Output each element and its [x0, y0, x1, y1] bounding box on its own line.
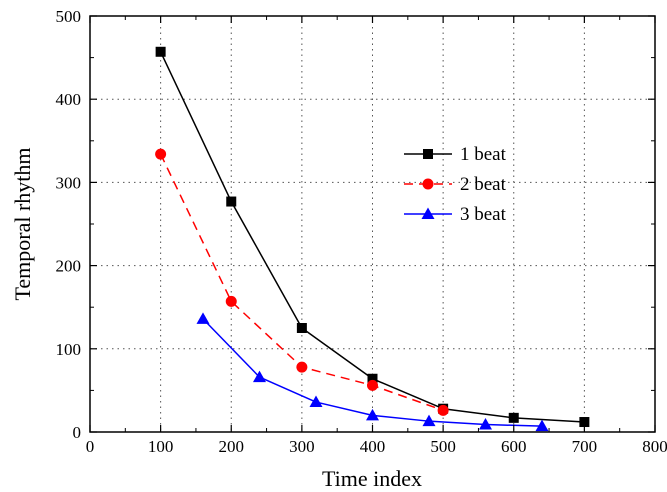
markers-layer — [155, 46, 590, 432]
x-tick-label: 400 — [360, 437, 386, 456]
x-tick-label: 600 — [501, 437, 527, 456]
legend-label-2: 2 beat — [460, 174, 507, 195]
y-axis-label: Temporal rhythm — [10, 147, 35, 300]
y-tick-label: 100 — [56, 340, 82, 359]
series-1-point — [508, 412, 519, 423]
ticks-layer — [89, 15, 656, 433]
series-3-point — [196, 312, 210, 324]
series-2-point — [296, 361, 308, 373]
x-tick-label: 200 — [219, 437, 245, 456]
x-tick-label: 700 — [572, 437, 598, 456]
x-tick-label: 100 — [148, 437, 174, 456]
lines-layer — [159, 51, 585, 427]
series-3-point — [479, 418, 492, 430]
series-3-point — [366, 408, 379, 421]
plot-frame — [89, 15, 656, 433]
series-3-point — [422, 414, 436, 427]
x-tick-label: 500 — [430, 437, 456, 456]
legend-label-1: 1 beat — [460, 144, 507, 165]
grid-layer — [90, 16, 655, 432]
tick-labels-layer: 0 100 200 300 400 500 600 700 800 0 100 200 300 400 50… — [56, 7, 667, 456]
series-3-point — [253, 370, 266, 383]
x-tick-label: 0 — [86, 437, 95, 456]
series-3-point — [309, 395, 323, 408]
series-2-point — [225, 295, 237, 307]
series-1-point — [296, 323, 307, 333]
series-1-point — [226, 196, 237, 207]
legend-label-3: 3 beat — [460, 204, 507, 225]
y-tick-label: 500 — [56, 7, 82, 26]
x-tick-label: 800 — [642, 437, 667, 456]
series-2-point — [437, 404, 449, 416]
x-axis-label: Time index — [322, 466, 422, 491]
x-tick-label: 300 — [289, 437, 315, 456]
series-2-point — [155, 148, 167, 160]
y-tick-label: 200 — [56, 257, 82, 276]
series-1-point — [367, 373, 378, 384]
y-tick-label: 0 — [73, 423, 82, 442]
series-1-point — [579, 417, 590, 428]
y-tick-label: 300 — [56, 173, 82, 192]
series-3-point — [535, 419, 549, 432]
series-2-point — [367, 379, 378, 391]
legend-marker-3 — [421, 207, 435, 219]
y-tick-label: 400 — [56, 90, 82, 109]
legend: 1 beat 2 beat 3 beat — [404, 144, 507, 225]
series-1-point — [155, 46, 166, 57]
legend-marker-2 — [422, 178, 434, 190]
legend-marker-1 — [423, 149, 433, 159]
